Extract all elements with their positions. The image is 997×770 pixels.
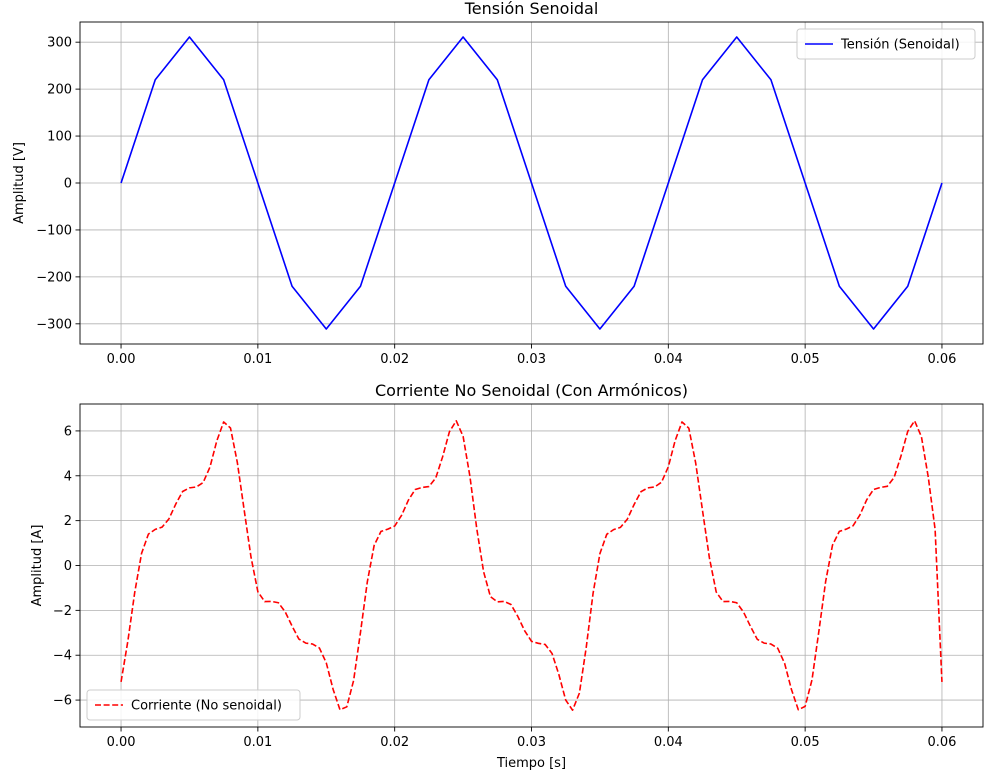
legend-box — [796, 28, 976, 60]
y-tick-label: −100 — [36, 223, 72, 238]
x-tick-label: 0.03 — [517, 735, 546, 750]
y-axis-label: Amplitud [V] — [12, 142, 27, 224]
series-line — [120, 36, 943, 330]
x-tick-label: 0.05 — [791, 735, 820, 750]
y-tick-label: 0 — [64, 177, 72, 192]
x-tick-label: 0.00 — [107, 352, 136, 367]
y-tick-label: −4 — [53, 649, 72, 664]
x-tick-label: 0.05 — [791, 352, 820, 367]
chart-title: Tensión Senoidal — [464, 0, 599, 18]
series-line — [120, 420, 943, 711]
x-tick-label: 0.00 — [107, 735, 136, 750]
y-tick-label: −2 — [53, 604, 72, 619]
legend: Corriente (No senoidal) — [86, 689, 301, 721]
legend-box — [86, 689, 301, 721]
current-chart-panel: 0.00 0.01 0.02 0.03 0.04 0.05 0.06 −6 −4 −2 0 2 4 6 Co… — [30, 381, 984, 770]
legend-label: Corriente (No senoidal) — [131, 699, 282, 714]
x-tick-label: 0.04 — [654, 735, 683, 750]
x-axis-label: Tiempo [s] — [496, 756, 566, 770]
y-tick-label: 2 — [64, 514, 72, 529]
y-tick-label: −200 — [36, 270, 72, 285]
chart-title: Corriente No Senoidal (Con Armónicos) — [375, 381, 688, 400]
x-tick-label: 0.06 — [927, 352, 956, 367]
y-tick-label: 200 — [47, 83, 72, 98]
x-tick-label: 0.01 — [243, 735, 272, 750]
x-tick-label: 0.04 — [654, 352, 683, 367]
y-tick-label: 0 — [64, 559, 72, 574]
x-tick-label: 0.02 — [380, 735, 409, 750]
y-tick-label: 6 — [64, 424, 72, 439]
x-tick-label: 0.03 — [517, 352, 546, 367]
x-tick-label: 0.01 — [243, 352, 272, 367]
y-axis-label: Amplitud [A] — [30, 525, 45, 607]
y-tick-label: 100 — [47, 130, 72, 145]
x-tick-label: 0.06 — [927, 735, 956, 750]
y-tick-label: −6 — [53, 694, 72, 709]
x-tick-label: 0.02 — [380, 352, 409, 367]
legend: Tensión (Senoidal) — [796, 28, 976, 60]
y-tick-label: 300 — [47, 36, 72, 51]
y-tick-label: −300 — [36, 317, 72, 332]
legend-label: Tensión (Senoidal) — [840, 38, 960, 53]
y-tick-label: 4 — [64, 469, 72, 484]
voltage-chart-panel: 0.00 0.01 0.02 0.03 0.04 0.05 0.06 −300 −200 −100… — [12, 0, 984, 367]
